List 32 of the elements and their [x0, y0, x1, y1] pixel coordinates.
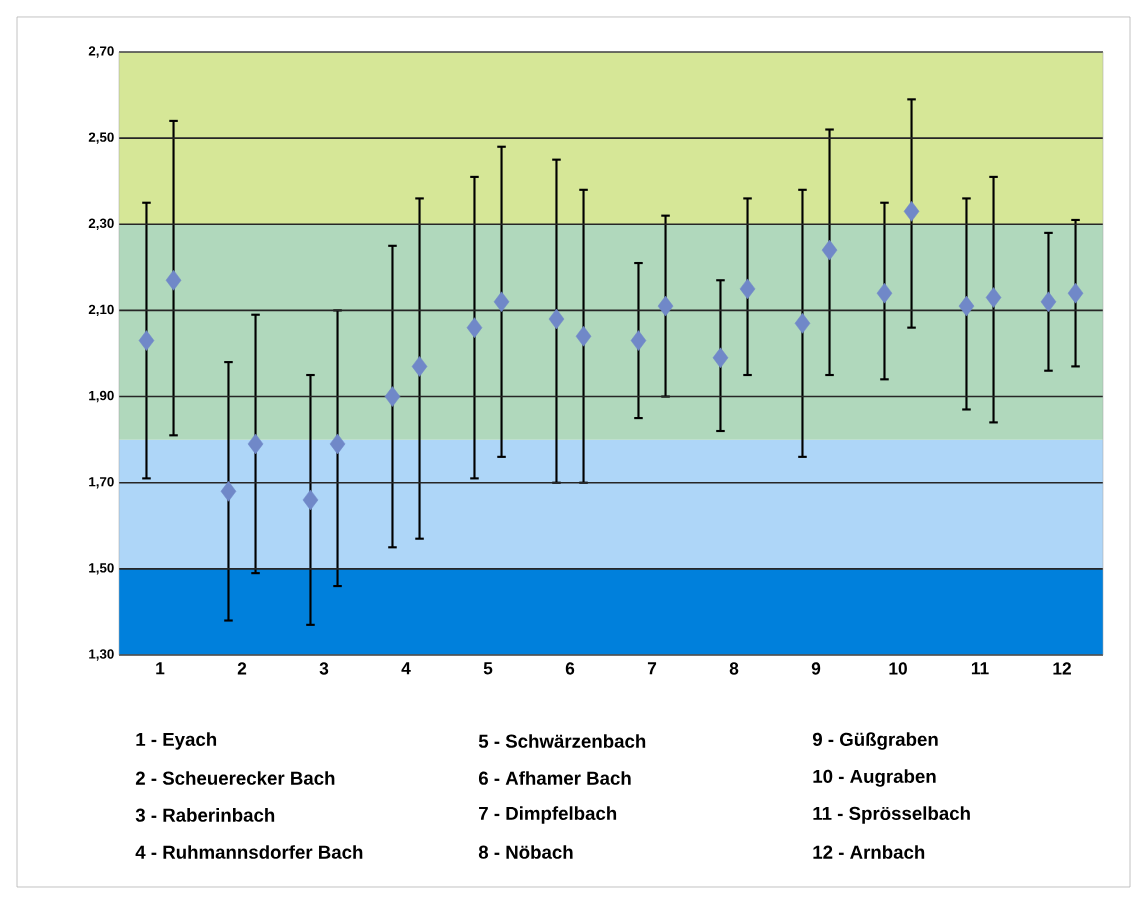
- x-tick-label: 7: [647, 662, 657, 675]
- text: 5 - Schwärzenbach: [478, 734, 646, 748]
- y-tick-label: 2,10: [88, 304, 114, 317]
- text: 12 - Arnbach: [813, 845, 925, 859]
- y-tick-label: 1,70: [89, 477, 114, 489]
- text: 1 - Eyach: [136, 732, 217, 750]
- text: 8 - Nöbach: [478, 845, 573, 859]
- x-tick-label: 12: [1053, 662, 1071, 675]
- text: 9 - Güßgraben: [812, 732, 938, 750]
- text: 6 - Afhamer Bach: [478, 771, 631, 785]
- text: 7 - Dimpfelbach: [479, 806, 617, 824]
- y-tick-label: 1,90: [89, 390, 114, 403]
- y-tick-label: 2,70: [88, 46, 114, 58]
- x-tick-label: 9: [811, 662, 821, 675]
- y-tick-label: 1,50: [89, 563, 114, 575]
- y-tick-label: 1,30: [89, 649, 114, 661]
- y-tick-label: 2,50: [88, 132, 114, 144]
- text: 10 - Augraben: [813, 769, 936, 787]
- text: 4 - Ruhmannsdorfer Bach: [135, 845, 363, 859]
- text: 11 - Sprösselbach: [813, 806, 970, 824]
- x-tick-label: 10: [889, 662, 907, 675]
- x-tick-label: 8: [729, 662, 739, 675]
- x-tick-label: 4: [401, 662, 411, 675]
- x-tick-label: 2: [237, 662, 247, 675]
- text: 3 - Raberinbach: [135, 808, 275, 822]
- x-tick-label: 5: [483, 662, 493, 675]
- x-tick-label: 3: [319, 662, 329, 675]
- text: 2 - Scheuerecker Bach: [135, 771, 335, 785]
- x-tick-label: 1: [156, 662, 165, 675]
- x-tick-label: 11: [971, 662, 989, 675]
- x-tick-label: 6: [565, 662, 575, 675]
- y-tick-label: 2,30: [88, 218, 114, 230]
